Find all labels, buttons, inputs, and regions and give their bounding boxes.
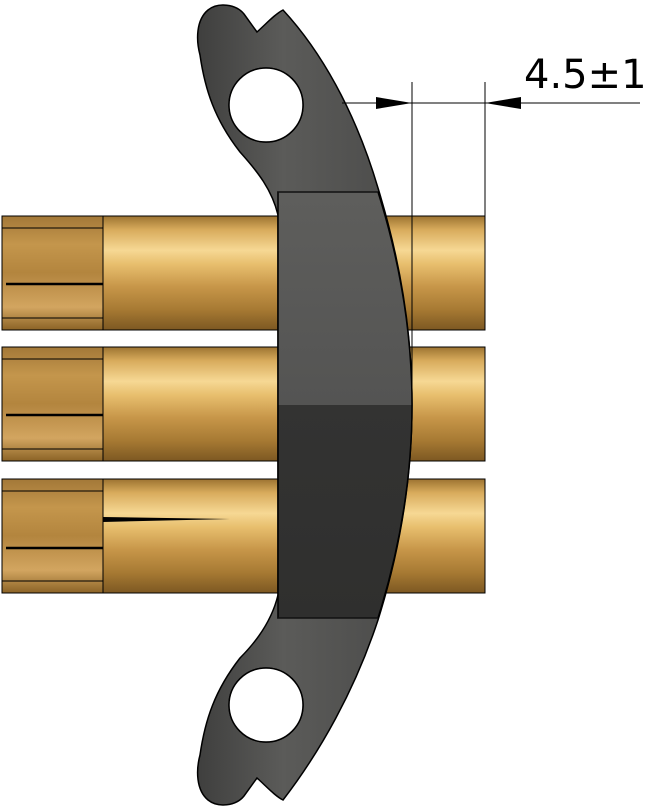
- arrowhead-left: [376, 97, 412, 109]
- clamp-band: [277, 191, 413, 619]
- dimension-label: 4.5±1: [524, 52, 647, 98]
- dimension-annotation: 4.5±1: [342, 52, 647, 405]
- mounting-hole: [228, 67, 304, 143]
- brass-pin: [1, 478, 486, 594]
- mounting-hole: [228, 667, 304, 743]
- brass-pin: [1, 215, 486, 331]
- arrowhead-right: [485, 97, 521, 109]
- clamp-bracket: [196, 4, 413, 806]
